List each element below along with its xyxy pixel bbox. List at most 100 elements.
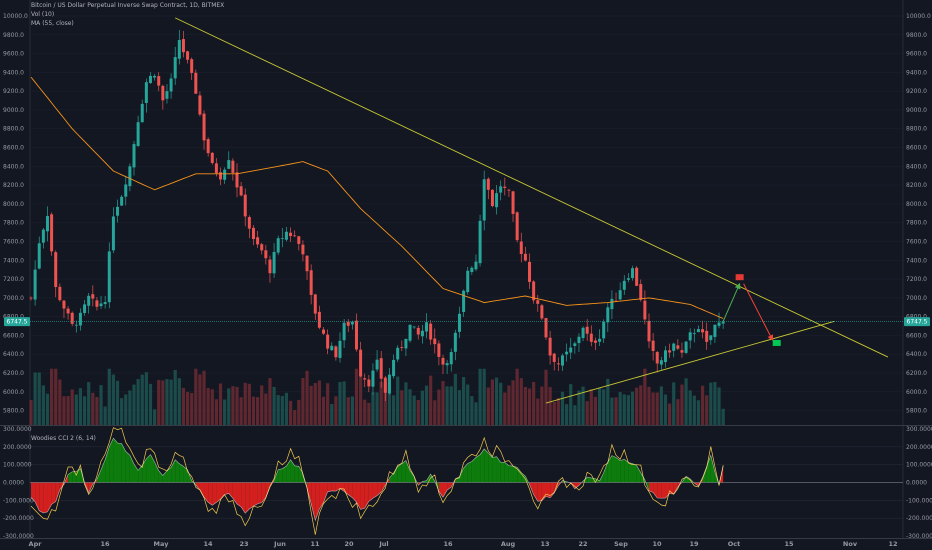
candle-body [346,321,350,326]
volume-bar [301,377,305,425]
y-tick-label: 6000.0 [3,389,24,396]
volume-bar [412,395,416,425]
volume-bar [635,387,639,425]
cci-histogram [286,459,291,483]
candle-body [194,72,198,94]
x-axis: Apr 16 May 14 23 Jun 11 20 Jul 16 Aug 13 22 Sep 10 19 Oc… [29,540,898,548]
candle-body [173,57,177,79]
x-tick-label: Jun [273,540,286,548]
x-tick-label: 10 [652,540,662,548]
volume-bar [396,376,400,425]
volume-bar [33,372,37,425]
cci-legend: Woodies CCI 2 (6, 14) [31,435,96,442]
cci-histogram [368,482,373,502]
volume-bar [668,403,672,425]
volume-bar [705,395,709,425]
candle-body [387,374,391,394]
candle-body [371,370,375,387]
volume-bar [655,392,659,425]
volume-bar [371,392,375,425]
candle-body [536,300,540,304]
y-tick-label: 7800.0 [3,220,24,227]
volume-bar [58,379,62,425]
volume-bar [359,374,363,425]
candle-body [713,324,717,337]
volume-bar [128,390,132,425]
candle-body [190,59,194,73]
candle-body [433,338,437,345]
cci-histogram [377,482,382,496]
y-tick-label: 9600.0 [906,51,927,58]
volume-bar [589,389,593,425]
cci-histogram [649,482,654,493]
cci-histogram [282,466,287,483]
candle-body [45,216,49,232]
y-tick-label: 6600.0 [3,332,24,339]
volume-bar [449,386,453,425]
volume-bar [573,405,577,425]
candle-body [367,379,371,387]
trendline[interactable] [175,17,889,358]
cci-histogram [121,443,126,483]
trendline[interactable] [545,320,835,404]
candle-body [74,324,78,326]
cci-histogram [257,482,262,504]
volume-bar [82,396,87,425]
candle-body [330,345,334,351]
cci-histogram [294,465,299,483]
volume-bar [29,399,33,425]
candle-body [569,347,573,353]
candle-body [408,324,412,341]
y-tick-label: 8000.0 [3,201,24,208]
volume-bar [62,396,66,425]
y-tick-label: 7600.0 [906,238,927,245]
x-tick-label: Nov [843,540,858,548]
volume-bar [709,382,713,425]
candle-body [577,336,581,344]
candle-body [247,217,251,229]
cci-tick-label: 100.0000 [3,462,32,469]
y-tick-label: 5800.0 [3,408,24,415]
cci-histogram [533,482,538,502]
cci-histogram [603,461,608,483]
candle-body [659,360,663,365]
cci-histogram [587,477,592,483]
candle-body [214,163,218,174]
candle-body [140,103,144,123]
cci-histogram [290,459,295,483]
candle-body [305,255,309,272]
volume-bar [565,404,569,425]
candle-body [420,330,424,337]
y-tick-label: 8200.0 [906,182,927,189]
volume-bar [111,374,115,425]
candle-body [585,326,589,334]
candle-body [120,196,124,206]
volume-bar [107,368,111,425]
candle-body [503,186,507,188]
volume-bar [692,395,696,425]
volume-bar [610,397,614,425]
candle-body [202,113,206,141]
candle-body [478,220,482,264]
y-tick-label: 9600.0 [3,51,24,58]
candle-body [565,351,569,355]
volume-bar [597,387,602,425]
candle-body [165,91,169,99]
candlesticks [29,29,725,402]
candle-body [317,311,321,328]
cci-histogram [158,470,163,483]
y-tick-label: 7800.0 [906,220,927,227]
cci-histogram [204,482,209,503]
candle-body [338,340,342,358]
cci-histogram [513,466,518,483]
candle-body [544,318,548,338]
volume-bar [280,396,284,425]
cci-histogram [327,482,332,492]
cci-histogram [492,456,497,483]
y-tick-label: 7400.0 [3,257,24,264]
volume-bar [713,382,717,425]
volume-bar [429,375,433,425]
projection-up-arrow [722,282,741,322]
x-tick-label: 13 [540,540,549,548]
